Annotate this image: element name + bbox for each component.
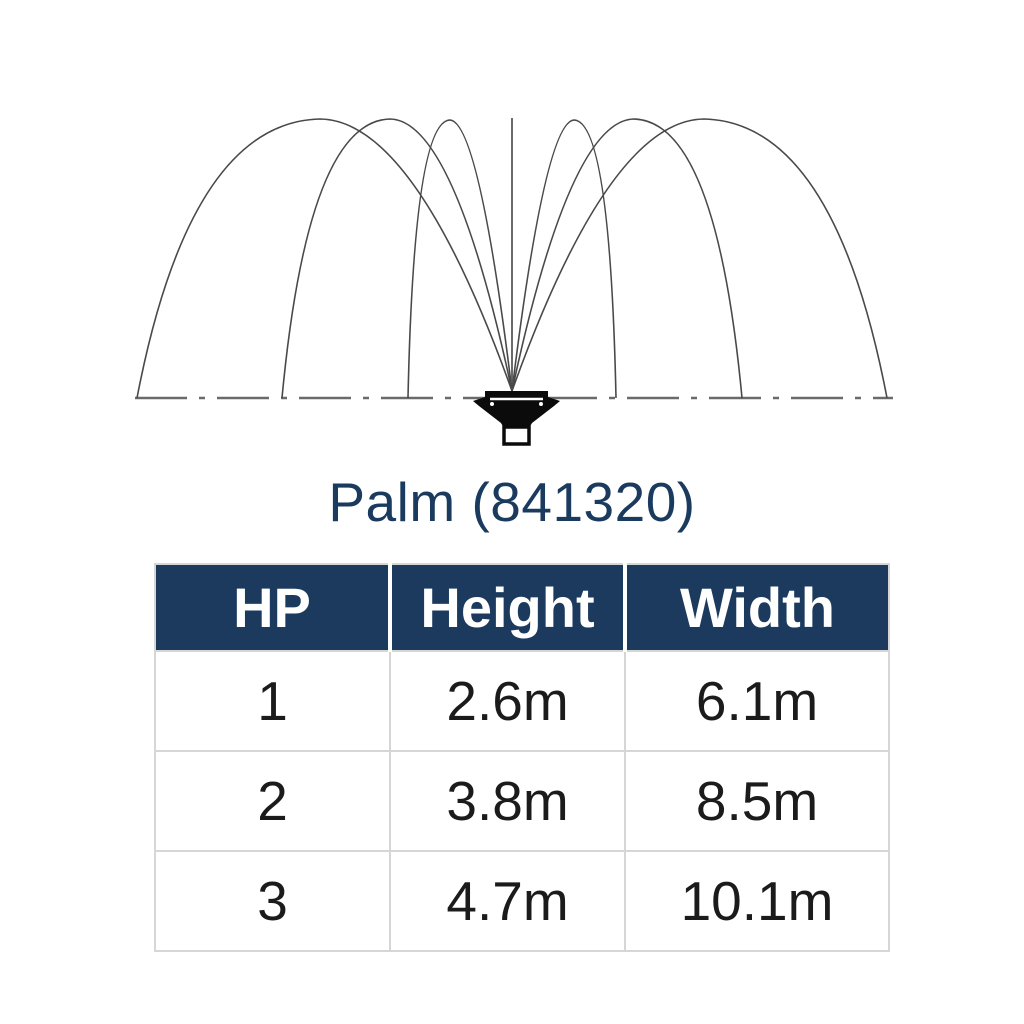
nozzle-stem: [502, 425, 531, 446]
nozzle-rivet-right: [539, 402, 543, 406]
cell-width: 6.1m: [624, 650, 890, 752]
water-jet-arc: [136, 118, 513, 399]
col-header-hp: HP: [155, 564, 392, 651]
water-jet-arc: [511, 118, 888, 399]
header-row: HP Height Width: [155, 564, 889, 651]
water-jet-arc: [511, 119, 617, 399]
spray-diagram: [135, 118, 893, 446]
cell-hp: 3: [154, 850, 391, 952]
jet-layer: [135, 118, 893, 400]
nozzle-body: [473, 391, 560, 428]
col-header-height: Height: [390, 564, 627, 651]
cell-width: 10.1m: [624, 850, 890, 952]
table-row: 1 2.6m 6.1m: [154, 650, 890, 752]
cell-height: 3.8m: [389, 750, 626, 852]
cell-hp: 2: [154, 750, 391, 852]
nozzle: [473, 391, 560, 446]
table-row: 2 3.8m 8.5m: [154, 750, 890, 852]
product-title: Palm (841320): [328, 471, 696, 533]
cell-width: 8.5m: [624, 750, 890, 852]
water-jet-arc: [511, 118, 743, 399]
cell-height: 4.7m: [389, 850, 626, 952]
water-jet-arc: [281, 118, 513, 399]
col-header-width: Width: [625, 564, 889, 651]
nozzle-rivet-left: [490, 402, 494, 406]
spec-table: HP Height Width 1 2.6m 6.1m 2 3.8m 8.5m …: [154, 563, 890, 952]
cell-hp: 1: [154, 650, 391, 752]
table-row: 3 4.7m 10.1m: [154, 850, 890, 952]
cell-height: 2.6m: [389, 650, 626, 752]
water-jet-arc: [407, 119, 513, 399]
